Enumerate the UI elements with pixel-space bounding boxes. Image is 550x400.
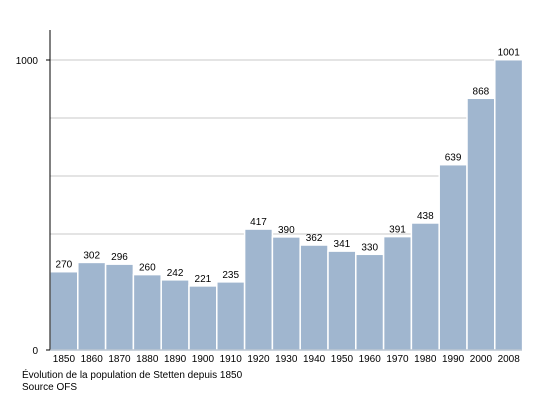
x-tick-label: 1950 (331, 354, 354, 365)
x-tick-label: 1870 (108, 354, 131, 365)
x-tick-label: 1980 (414, 354, 437, 365)
bar-value-label: 260 (139, 263, 156, 274)
bar-value-label: 296 (111, 252, 128, 263)
bar-2008 (494, 58, 524, 351)
x-tick-label: 1900 (192, 354, 215, 365)
x-tick-label: 1850 (53, 354, 76, 365)
chart-source: Source OFS (22, 382, 78, 393)
bar-1920 (243, 228, 274, 351)
bar-value-label: 330 (361, 242, 378, 253)
bar-2000 (466, 97, 496, 351)
bar-value-label: 362 (306, 233, 323, 244)
chart-caption: Évolution de la population de Stetten de… (22, 370, 243, 381)
bar-value-label: 221 (195, 274, 212, 285)
bar-value-label: 235 (222, 270, 239, 281)
x-tick-label: 2000 (470, 354, 493, 365)
bar-1850 (49, 270, 79, 351)
bar-value-labels: 270 302 296 260 242 221 235 417 390 362 341 330 391 4… (56, 48, 521, 285)
axes (46, 30, 522, 351)
bar-1960 (355, 253, 385, 351)
x-tick-label: 1970 (386, 354, 409, 365)
x-tick-label: 1910 (220, 354, 243, 365)
bar-1870 (104, 263, 135, 351)
axis-tick-labels: 1850 1860 1870 1880 1890 1900 1910 1920 1930 1940… (16, 56, 521, 365)
bars (49, 58, 524, 351)
bar-1980 (410, 222, 440, 351)
x-tick-label: 2008 (498, 354, 521, 365)
bar-value-label: 391 (389, 225, 406, 236)
bar-value-label: 270 (56, 260, 73, 271)
bar-value-label: 417 (250, 217, 267, 228)
bar-1950 (327, 250, 357, 351)
bar-value-label: 639 (445, 153, 462, 164)
x-tick-label: 1860 (81, 354, 104, 365)
bar-value-label: 1001 (498, 48, 521, 59)
bar-1990 (438, 163, 468, 351)
bar-1970 (382, 235, 413, 351)
bar-1930 (271, 236, 301, 351)
x-tick-label: 1890 (164, 354, 187, 365)
x-tick-label: 1920 (247, 354, 270, 365)
x-tick-label: 1880 (136, 354, 159, 365)
bar-value-label: 438 (417, 211, 434, 222)
x-tick-label: 1960 (359, 354, 382, 365)
bar-1880 (132, 273, 162, 351)
bar-1910 (216, 281, 246, 351)
x-tick-label: 1990 (442, 354, 465, 365)
bar-value-label: 302 (83, 250, 100, 261)
bar-value-label: 868 (473, 86, 490, 97)
bar-value-label: 390 (278, 225, 295, 236)
x-tick-label: 1940 (303, 354, 326, 365)
bar-1940 (299, 244, 329, 351)
bar-1860 (77, 261, 107, 351)
bar-value-label: 341 (334, 239, 351, 250)
bar-1900 (188, 285, 218, 351)
bar-1890 (160, 279, 190, 351)
y-tick-label: 0 (32, 346, 38, 357)
x-tick-label: 1930 (275, 354, 298, 365)
y-tick-label: 1000 (16, 56, 39, 67)
bar-value-label: 242 (167, 268, 184, 279)
